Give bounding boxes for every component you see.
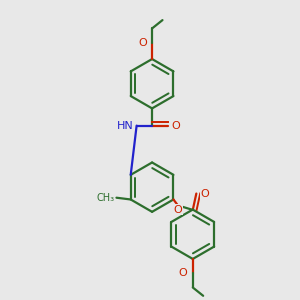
Text: O: O xyxy=(173,205,182,215)
Text: O: O xyxy=(171,121,180,130)
Text: HN: HN xyxy=(117,121,134,130)
Text: CH₃: CH₃ xyxy=(97,193,115,203)
Text: O: O xyxy=(201,188,209,199)
Text: O: O xyxy=(138,38,147,48)
Text: O: O xyxy=(179,268,188,278)
